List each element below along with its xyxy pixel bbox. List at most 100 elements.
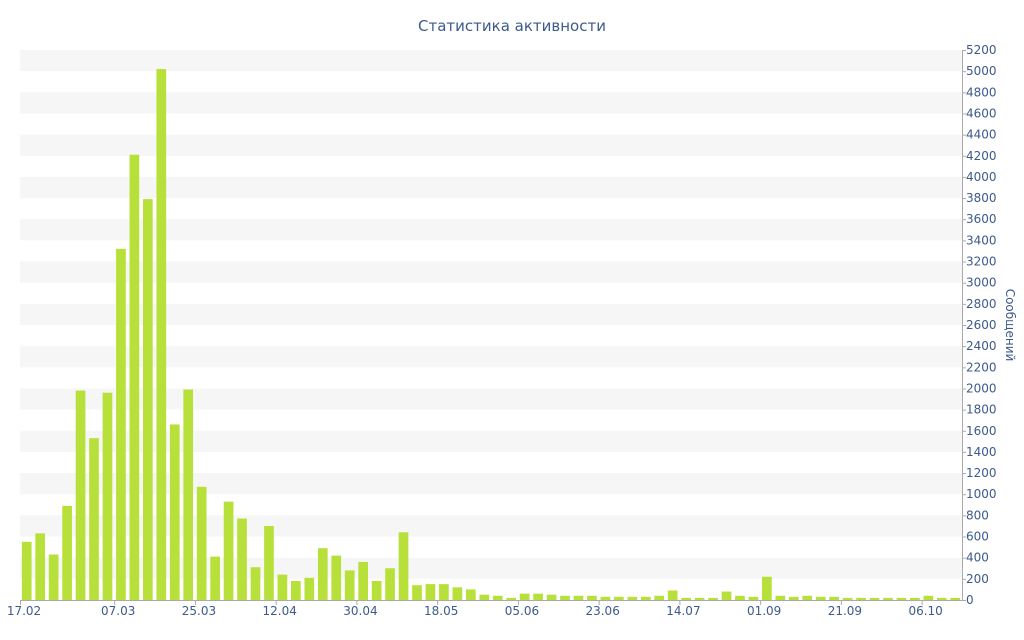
bar xyxy=(89,438,99,600)
bar xyxy=(748,596,759,600)
y-tick-label: 2000 xyxy=(966,381,997,395)
y-tick-label: 4800 xyxy=(966,85,997,99)
bar xyxy=(842,597,853,600)
bar xyxy=(640,596,651,600)
y-tick-label: 600 xyxy=(966,530,989,544)
y-tick-label: 3600 xyxy=(966,212,997,226)
grid-band xyxy=(20,261,962,283)
bar xyxy=(223,501,234,600)
bar xyxy=(317,548,328,600)
x-tick-label: 06.10 xyxy=(908,604,942,618)
x-tick-label: 30.04 xyxy=(343,604,377,618)
bar xyxy=(492,595,503,600)
grid-band xyxy=(20,303,962,325)
bar xyxy=(815,596,826,600)
bar xyxy=(210,556,220,600)
grid-band xyxy=(20,473,962,495)
bar xyxy=(681,597,691,600)
bar xyxy=(196,486,207,600)
grid-band xyxy=(20,219,962,241)
bar xyxy=(304,577,315,600)
y-tick-label: 4400 xyxy=(966,128,997,142)
y-tick-label: 400 xyxy=(966,551,989,565)
grid-band xyxy=(20,134,962,156)
y-tick-label: 1400 xyxy=(966,445,997,459)
bar xyxy=(156,69,167,601)
y-tick-label: 2400 xyxy=(966,339,997,353)
y-tick-label: 200 xyxy=(966,572,989,586)
x-tick-label: 07.03 xyxy=(101,604,135,618)
bar xyxy=(573,595,584,600)
bars-group xyxy=(21,69,961,601)
bar xyxy=(358,561,369,600)
x-tick-label: 17.02 xyxy=(7,604,41,618)
y-tick-label: 3400 xyxy=(966,233,997,247)
bar xyxy=(129,154,140,600)
bar xyxy=(398,532,409,600)
y-tick-label: 1200 xyxy=(966,466,997,480)
bar xyxy=(75,390,86,600)
bar xyxy=(425,584,436,600)
bar xyxy=(21,541,32,600)
x-tick-label: 23.06 xyxy=(585,604,619,618)
bar xyxy=(936,597,947,600)
bar xyxy=(627,596,638,600)
bar xyxy=(587,595,597,600)
bar xyxy=(788,596,799,600)
y-tick-label: 4000 xyxy=(966,170,997,184)
y-tick-label: 1600 xyxy=(966,424,997,438)
bar xyxy=(102,392,113,600)
bar xyxy=(910,597,920,600)
x-tick-label: 05.06 xyxy=(505,604,539,618)
y-tick-label: 4200 xyxy=(966,149,997,163)
x-tick-label: 21.09 xyxy=(828,604,862,618)
x-axis-ticks: 17.02 07.03 25.03 12.04 30.04 18.05 05.06 23.06… xyxy=(7,600,943,618)
bar xyxy=(694,597,705,600)
y-tick-label: 1800 xyxy=(966,403,997,417)
bar xyxy=(62,505,72,600)
bar xyxy=(385,568,395,600)
grid-band xyxy=(20,176,962,199)
x-tick-label: 12.04 xyxy=(263,604,297,618)
bar xyxy=(762,576,772,600)
y-tick-label: 2200 xyxy=(966,360,997,374)
y-tick-label: 5000 xyxy=(966,64,997,78)
bar xyxy=(721,591,732,600)
x-tick-label: 01.09 xyxy=(747,604,781,618)
bar xyxy=(950,597,961,600)
bar xyxy=(546,594,557,600)
y-tick-label: 2600 xyxy=(966,318,997,332)
y-axis-ticks: 0 200 400 600 800 1000 1200 1400 1600 1800 2000 220… xyxy=(962,43,997,607)
y-tick-label: 1000 xyxy=(966,487,997,501)
bar xyxy=(883,597,893,600)
y-axis-label: Сообщений xyxy=(1003,289,1017,362)
grid-band xyxy=(20,92,962,114)
bar xyxy=(169,424,180,600)
bar xyxy=(48,554,59,600)
bar xyxy=(869,597,880,600)
bar xyxy=(600,596,611,600)
y-tick-label: 800 xyxy=(966,508,989,522)
bar xyxy=(35,533,46,600)
bar xyxy=(708,597,718,600)
y-tick-label: 4600 xyxy=(966,106,997,120)
bar xyxy=(923,595,934,600)
bar xyxy=(371,580,382,600)
grid-band xyxy=(20,346,962,368)
grid-band xyxy=(20,430,962,452)
bar xyxy=(331,555,342,600)
bar xyxy=(465,589,476,600)
bar xyxy=(264,525,274,600)
bar xyxy=(250,567,261,600)
bar xyxy=(775,595,786,600)
y-tick-label: 5200 xyxy=(966,43,997,57)
bar xyxy=(856,597,866,600)
bar xyxy=(479,594,490,600)
y-tick-label: 0 xyxy=(966,593,974,607)
bar xyxy=(291,580,301,600)
bar xyxy=(142,199,153,600)
y-tick-label: 3000 xyxy=(966,276,997,290)
grid-band xyxy=(20,388,962,410)
y-tick-label: 3800 xyxy=(966,191,997,205)
grid-band xyxy=(20,50,962,72)
